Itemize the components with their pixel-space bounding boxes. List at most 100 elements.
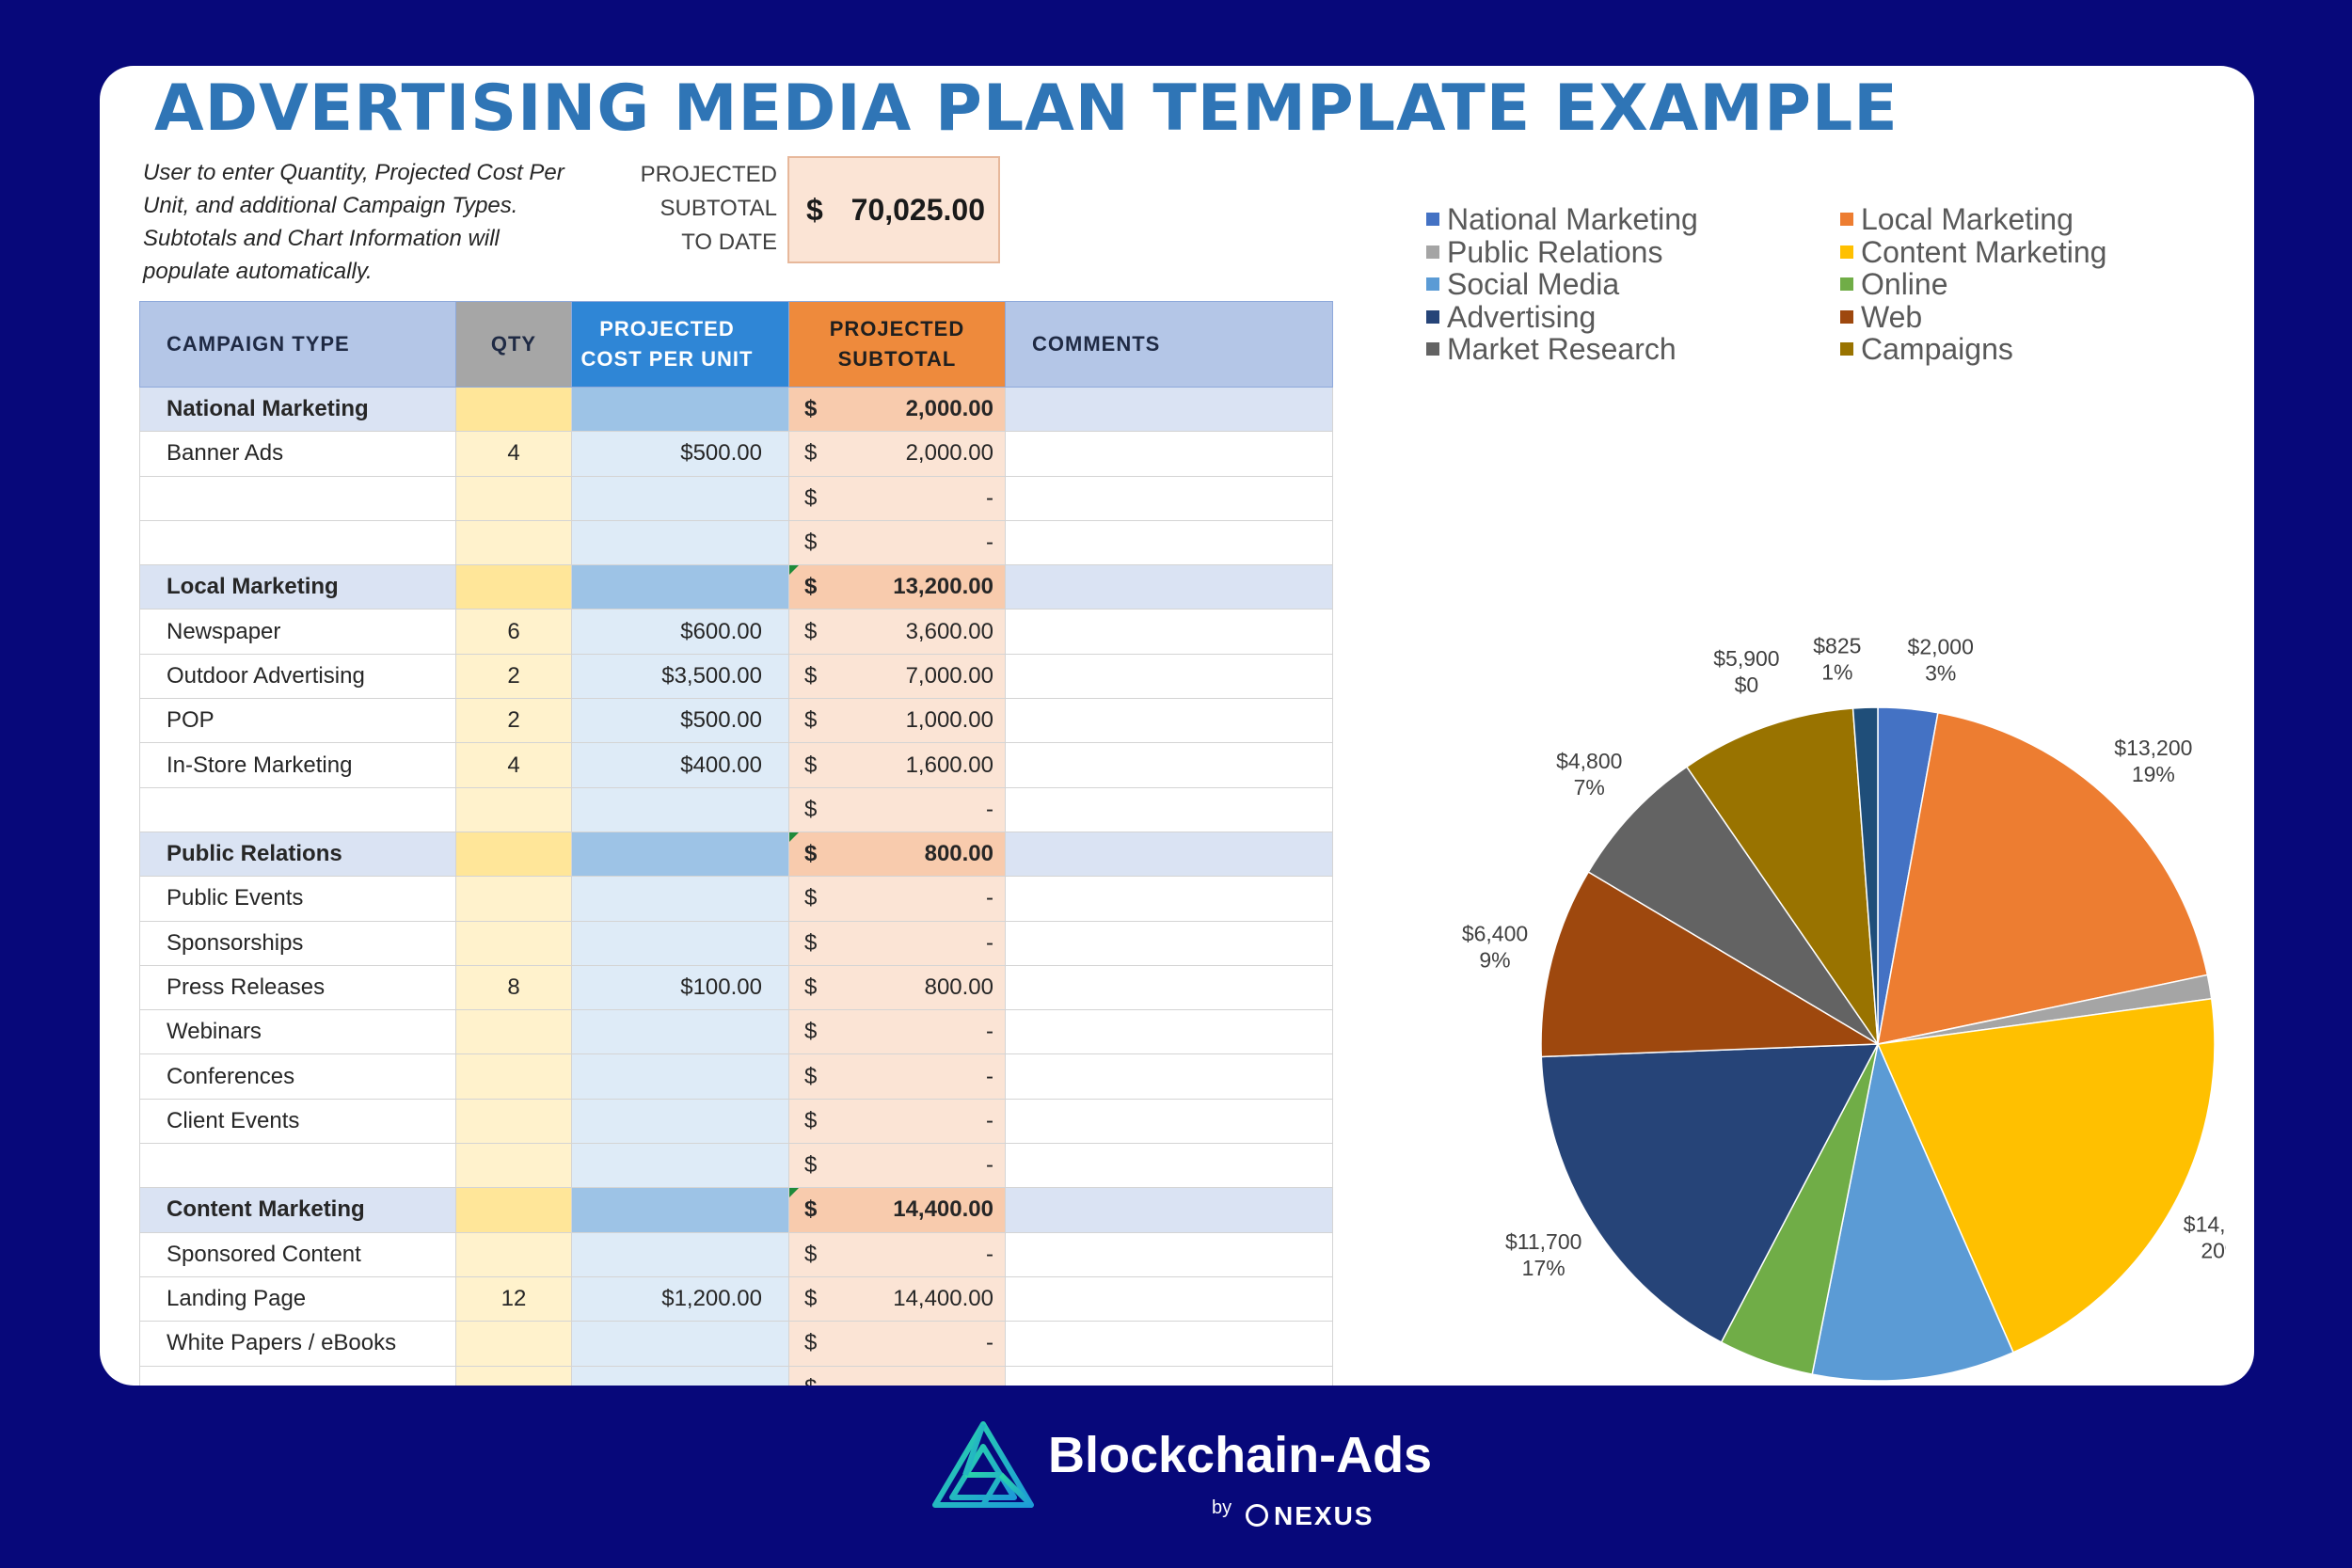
cell-cost-per-unit[interactable]: $1,200.00 [571, 1275, 789, 1323]
cell-qty[interactable]: 2 [455, 653, 572, 700]
cell-campaign-type[interactable]: Landing Page [139, 1275, 456, 1323]
cell-qty[interactable] [455, 831, 572, 878]
cell-comments[interactable] [1005, 519, 1333, 566]
cell-comments[interactable] [1005, 831, 1333, 878]
subtotal-amount: - [986, 1241, 993, 1267]
cell-qty[interactable]: 2 [455, 698, 572, 744]
cell-comments[interactable] [1005, 1365, 1333, 1386]
cell-qty[interactable]: 8 [455, 964, 572, 1011]
cell-cost-per-unit[interactable] [571, 1187, 789, 1233]
cell-qty[interactable] [455, 920, 572, 966]
pie-slice [1587, 766, 1879, 1045]
cell-cost-per-unit[interactable] [571, 831, 789, 878]
cell-campaign-type[interactable]: Public Relations [139, 831, 456, 878]
cell-cost-per-unit[interactable] [571, 1009, 789, 1055]
cell-cost-per-unit[interactable]: $400.00 [571, 742, 789, 788]
cell-qty[interactable] [455, 1009, 572, 1055]
cell-comments[interactable] [1005, 1231, 1333, 1277]
cell-cost-per-unit[interactable] [571, 386, 789, 433]
cell-qty[interactable] [455, 564, 572, 610]
cell-campaign-type[interactable]: Newspaper [139, 609, 456, 655]
cell-campaign-type[interactable] [139, 475, 456, 521]
cell-campaign-type[interactable]: Local Marketing [139, 564, 456, 610]
cell-comments[interactable] [1005, 1275, 1333, 1323]
cell-comments[interactable] [1005, 1187, 1333, 1233]
table-row: Conferences $ - [139, 1053, 1333, 1100]
cell-cost-per-unit[interactable] [571, 876, 789, 922]
subtotal-amount: 2,000.00 [905, 440, 993, 467]
cell-cost-per-unit[interactable] [571, 1098, 789, 1145]
cell-qty[interactable]: 4 [455, 742, 572, 788]
cell-qty[interactable] [455, 1053, 572, 1100]
cell-comments[interactable] [1005, 876, 1333, 922]
cell-qty[interactable] [455, 386, 572, 433]
cell-comments[interactable] [1005, 698, 1333, 744]
cell-comments[interactable] [1005, 653, 1333, 700]
cell-cost-per-unit[interactable] [571, 475, 789, 521]
cell-qty[interactable] [455, 519, 572, 566]
cell-campaign-type[interactable]: Conferences [139, 1053, 456, 1100]
cell-campaign-type[interactable]: In-Store Marketing [139, 742, 456, 788]
cell-qty[interactable] [455, 475, 572, 521]
cell-campaign-type[interactable] [139, 1365, 456, 1386]
cell-qty[interactable] [455, 786, 572, 832]
cell-campaign-type[interactable]: White Papers / eBooks [139, 1321, 456, 1367]
cell-comments[interactable] [1005, 1098, 1333, 1145]
cell-campaign-type[interactable]: POP [139, 698, 456, 744]
cell-cost-per-unit[interactable]: $100.00 [571, 964, 789, 1011]
cell-qty[interactable]: 6 [455, 609, 572, 655]
cell-comments[interactable] [1005, 475, 1333, 521]
cell-comments[interactable] [1005, 386, 1333, 433]
cell-campaign-type[interactable]: Press Releases [139, 964, 456, 1011]
cell-comments[interactable] [1005, 609, 1333, 655]
cell-cost-per-unit[interactable] [571, 1053, 789, 1100]
cell-comments[interactable] [1005, 1321, 1333, 1367]
cell-comments[interactable] [1005, 1053, 1333, 1100]
cell-qty[interactable] [455, 1321, 572, 1367]
cell-comments[interactable] [1005, 920, 1333, 966]
cell-cost-per-unit[interactable] [571, 920, 789, 966]
table-group-row: Local Marketing $13,200.00 [139, 564, 1333, 610]
cell-campaign-type[interactable]: Public Events [139, 876, 456, 922]
cell-qty[interactable] [455, 1365, 572, 1386]
cell-qty[interactable] [455, 1187, 572, 1233]
cell-cost-per-unit[interactable] [571, 519, 789, 566]
cell-comments[interactable] [1005, 1143, 1333, 1189]
cell-qty[interactable]: 4 [455, 431, 572, 477]
cell-cost-per-unit[interactable]: $500.00 [571, 431, 789, 477]
legend-item: Public Relations [1426, 235, 1840, 269]
cell-campaign-type[interactable]: Outdoor Advertising [139, 653, 456, 700]
cell-comments[interactable] [1005, 1009, 1333, 1055]
cell-comments[interactable] [1005, 964, 1333, 1011]
cell-qty[interactable] [455, 876, 572, 922]
cell-campaign-type[interactable]: Banner Ads [139, 431, 456, 477]
cell-cost-per-unit[interactable]: $500.00 [571, 698, 789, 744]
cell-qty[interactable] [455, 1098, 572, 1145]
cell-qty[interactable] [455, 1231, 572, 1277]
cell-campaign-type[interactable] [139, 1143, 456, 1189]
cell-campaign-type[interactable]: National Marketing [139, 386, 456, 433]
cell-cost-per-unit[interactable] [571, 1231, 789, 1277]
cell-campaign-type[interactable]: Content Marketing [139, 1187, 456, 1233]
cell-cost-per-unit[interactable] [571, 1143, 789, 1189]
cell-cost-per-unit[interactable] [571, 564, 789, 610]
cell-comments[interactable] [1005, 786, 1333, 832]
cell-cost-per-unit[interactable]: $3,500.00 [571, 653, 789, 700]
cell-campaign-type[interactable]: Sponsorships [139, 920, 456, 966]
cell-campaign-type[interactable]: Sponsored Content [139, 1231, 456, 1277]
cell-qty[interactable]: 12 [455, 1275, 572, 1323]
cell-projected-subtotal: $14,400.00 [788, 1275, 1006, 1323]
cell-campaign-type[interactable]: Client Events [139, 1098, 456, 1145]
cell-cost-per-unit[interactable] [571, 786, 789, 832]
cell-comments[interactable] [1005, 742, 1333, 788]
cell-qty[interactable] [455, 1143, 572, 1189]
cell-campaign-type[interactable] [139, 519, 456, 566]
cell-cost-per-unit[interactable] [571, 1321, 789, 1367]
cell-cost-per-unit[interactable] [571, 1365, 789, 1386]
cell-comments[interactable] [1005, 564, 1333, 610]
cell-campaign-type[interactable]: Webinars [139, 1009, 456, 1055]
cell-comments[interactable] [1005, 431, 1333, 477]
pie-value-label: $5,900 [1713, 646, 1779, 671]
cell-campaign-type[interactable] [139, 786, 456, 832]
cell-cost-per-unit[interactable]: $600.00 [571, 609, 789, 655]
